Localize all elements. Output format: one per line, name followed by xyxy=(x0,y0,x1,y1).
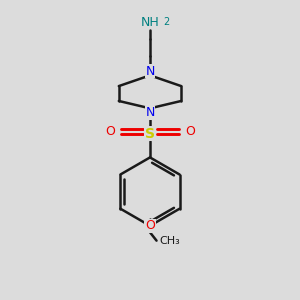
Text: O: O xyxy=(105,125,115,138)
Text: O: O xyxy=(145,219,155,232)
Text: O: O xyxy=(185,125,195,138)
Text: 2: 2 xyxy=(163,17,170,27)
Text: CH₃: CH₃ xyxy=(159,236,180,246)
Text: NH: NH xyxy=(141,16,159,29)
Text: N: N xyxy=(145,65,155,78)
Text: S: S xyxy=(145,127,155,141)
Text: N: N xyxy=(145,106,155,119)
